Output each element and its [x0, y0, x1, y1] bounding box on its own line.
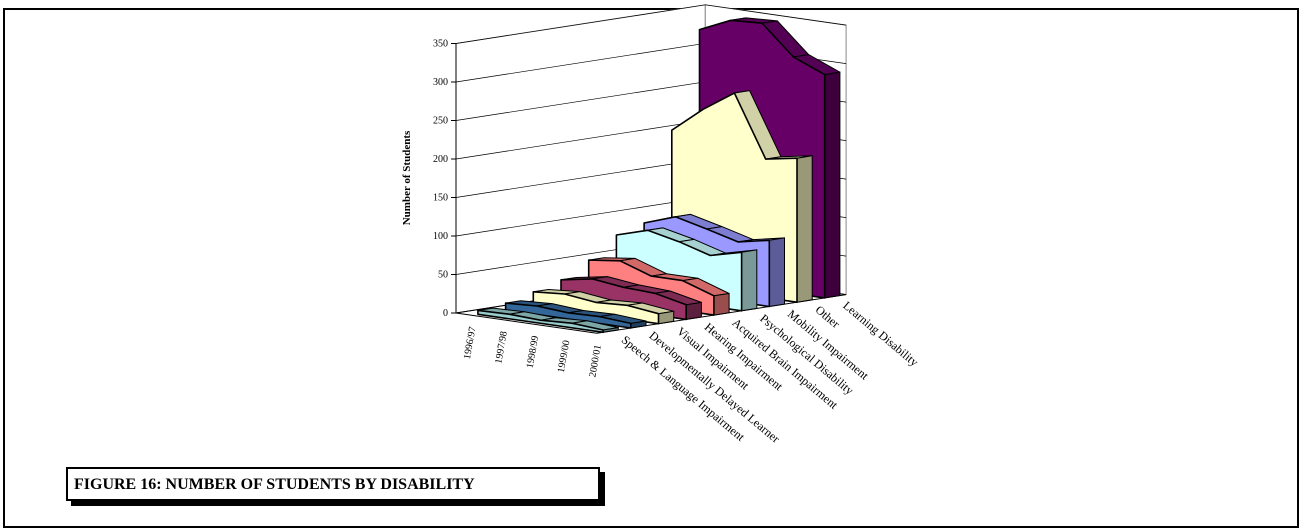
y-tick-label: 50: [438, 270, 448, 281]
y-tick-label: 0: [443, 308, 448, 319]
y-tick-label: 200: [433, 154, 448, 165]
data-mark-side: [659, 311, 674, 323]
data-mark-side: [742, 250, 757, 311]
y-tick-label: 250: [433, 116, 448, 127]
data-mark-side: [797, 156, 812, 302]
data-mark-side: [769, 238, 784, 307]
x-tick-label: 1999/00: [556, 339, 573, 373]
x-tick-label: 1998/99: [525, 335, 542, 369]
y-tick-label: 350: [433, 39, 448, 50]
x-tick-label: 2000/01: [587, 344, 604, 378]
y-tick-label: 300: [433, 77, 448, 88]
x-tick-label: 1997/98: [493, 330, 510, 364]
y-tick-label: 100: [433, 231, 448, 242]
y-axis-title: Number of Students: [401, 130, 413, 225]
y-tick-label: 150: [433, 193, 448, 204]
data-mark-side: [714, 294, 729, 316]
x-tick-label: 1996/97: [462, 326, 479, 360]
figure-caption-text: FIGURE 16: NUMBER OF STUDENTS BY DISABIL…: [74, 476, 475, 494]
figure-caption: FIGURE 16: NUMBER OF STUDENTS BY DISABIL…: [66, 467, 600, 501]
data-mark-side: [825, 72, 840, 298]
chart-3d-area: 0 50 100 150 200 250 300 350 Number of Students 1…: [0, 0, 1304, 516]
data-mark-side: [686, 302, 701, 319]
